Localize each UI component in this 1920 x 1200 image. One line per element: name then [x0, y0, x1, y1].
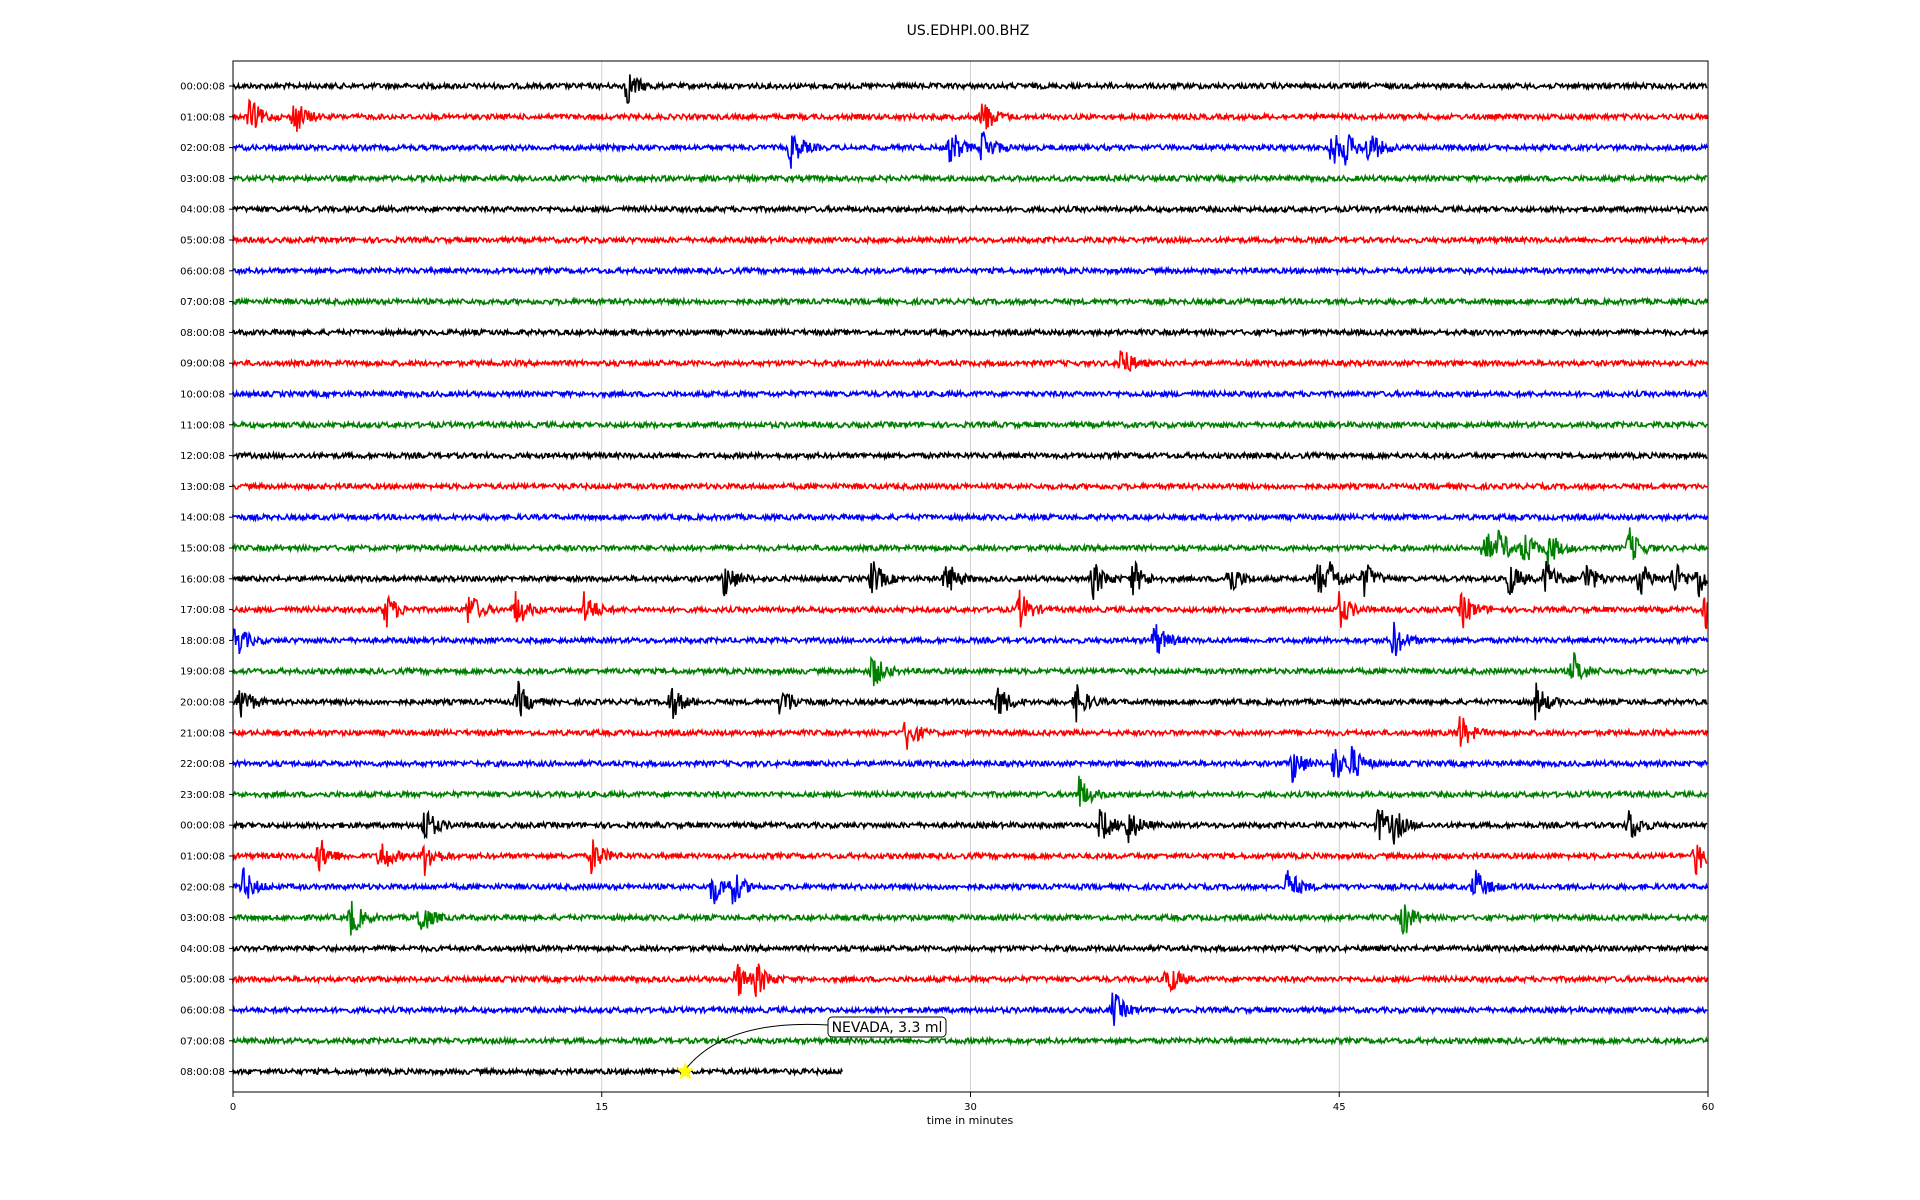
row-label: 04:00:08 [180, 944, 225, 955]
row-label: 06:00:08 [180, 266, 225, 277]
trace-row-0 [232, 74, 1708, 104]
row-label: 23:00:08 [180, 790, 225, 801]
row-label: 21:00:08 [180, 728, 225, 739]
row-label: 03:00:08 [180, 174, 225, 185]
x-tick-label: 45 [1333, 1102, 1346, 1113]
trace-row-18 [232, 621, 1708, 657]
row-label: 14:00:08 [180, 513, 225, 524]
row-label: 19:00:08 [180, 667, 225, 678]
annotation-label: NEVADA, 3.3 ml [832, 1020, 943, 1036]
trace-row-31 [232, 1035, 1708, 1047]
row-label: 05:00:08 [180, 975, 225, 986]
trace-row-32 [232, 1066, 844, 1078]
row-label: 07:00:08 [180, 1036, 225, 1047]
row-label: 11:00:08 [180, 420, 225, 431]
annotation-arrow [684, 1023, 829, 1070]
trace-row-7 [232, 295, 1708, 308]
row-label: 22:00:08 [180, 759, 225, 770]
trace-row-8 [232, 326, 1708, 339]
row-label: 16:00:08 [180, 574, 225, 585]
trace-row-9 [232, 350, 1708, 372]
x-tick-label: 30 [964, 1102, 977, 1113]
row-label: 04:00:08 [180, 205, 225, 216]
row-label: 17:00:08 [180, 605, 225, 616]
row-label: 01:00:08 [180, 112, 225, 123]
annotation-box [827, 1016, 947, 1038]
row-labels: 00:00:08 01:00:08 02:00:08 03:00:08 04:00:08… [180, 82, 233, 1078]
trace-row-14 [232, 511, 1708, 523]
trace-row-26 [232, 867, 1708, 905]
trace-row-21 [232, 716, 1708, 750]
event-annotation: NEVADA, 3.3 ml [676, 1016, 947, 1080]
x-axis-label: time in minutes [927, 1114, 1014, 1127]
row-label: 08:00:08 [180, 328, 225, 339]
row-label: 20:00:08 [180, 698, 225, 709]
row-label: 09:00:08 [180, 359, 225, 370]
trace-row-1 [232, 98, 1708, 132]
row-label: 01:00:08 [180, 852, 225, 863]
trace-row-27 [232, 900, 1708, 936]
row-label: 08:00:08 [180, 1067, 225, 1078]
x-tick-label: 15 [595, 1102, 608, 1113]
row-label: 07:00:08 [180, 297, 225, 308]
row-label: 06:00:08 [180, 1006, 225, 1017]
trace-row-30 [232, 992, 1708, 1026]
row-label: 12:00:08 [180, 451, 225, 462]
trace-row-2 [232, 131, 1708, 169]
trace-row-22 [232, 746, 1708, 783]
row-label: 02:00:08 [180, 882, 225, 893]
trace-row-17 [232, 589, 1708, 630]
trace-row-12 [232, 449, 1708, 462]
trace-row-19 [232, 652, 1708, 687]
x-tick-label: 0 [230, 1102, 236, 1113]
trace-row-29 [232, 963, 1708, 998]
row-label: 00:00:08 [180, 821, 225, 832]
trace-row-15 [232, 527, 1708, 569]
trace-row-5 [232, 234, 1708, 246]
trace-row-23 [232, 775, 1708, 807]
row-label: 05:00:08 [180, 236, 225, 247]
row-label: 15:00:08 [180, 544, 225, 555]
trace-row-25 [232, 839, 1708, 876]
x-tick-label: 60 [1702, 1102, 1715, 1113]
row-label: 10:00:08 [180, 390, 225, 401]
trace-row-10 [232, 388, 1708, 400]
trace-row-6 [232, 265, 1708, 277]
trace-row-3 [232, 172, 1708, 185]
trace-row-16 [232, 559, 1708, 600]
trace-row-24 [232, 808, 1708, 845]
event-star-marker [676, 1061, 695, 1080]
traces [232, 74, 1708, 1078]
trace-row-13 [232, 480, 1708, 493]
chart-title: US.EDHPI.00.BHZ [907, 23, 1030, 39]
trace-row-4 [232, 203, 1708, 215]
x-axis-ticks: 0 15 30 45 60 [230, 1092, 1715, 1113]
row-label: 18:00:08 [180, 636, 225, 647]
trace-row-20 [232, 680, 1708, 723]
row-label: 00:00:08 [180, 82, 225, 93]
row-label: 03:00:08 [180, 913, 225, 924]
row-label: 02:00:08 [180, 143, 225, 154]
trace-row-11 [232, 419, 1708, 431]
trace-row-28 [232, 942, 1708, 955]
row-label: 13:00:08 [180, 482, 225, 493]
